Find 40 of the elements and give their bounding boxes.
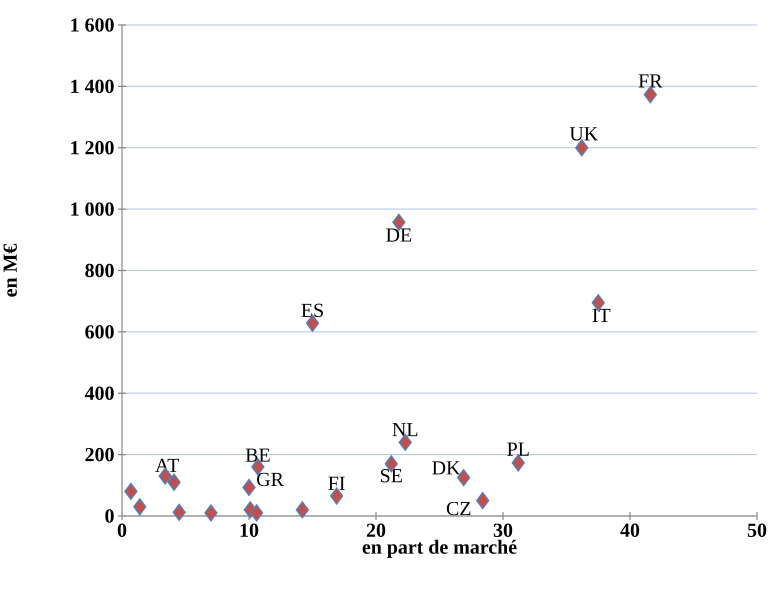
y-tick-label: 200	[85, 448, 114, 462]
y-tick-label: 0	[105, 509, 114, 523]
y-tick-label: 1 000	[71, 202, 114, 216]
x-tick-label: 0	[118, 524, 126, 537]
y-tick-label: 800	[85, 264, 114, 278]
annotation: PL	[507, 442, 529, 456]
point	[124, 482, 138, 500]
annotation: IT	[592, 308, 610, 322]
annotation: GR	[257, 472, 284, 486]
point	[204, 504, 218, 522]
point	[476, 492, 490, 510]
annotation: UK	[570, 127, 598, 141]
annotation: ES	[301, 304, 323, 318]
y-tick-label: 1 200	[71, 141, 114, 154]
annotation: DE	[386, 228, 412, 242]
annotation: CZ	[446, 502, 470, 516]
x-tick-label: 50	[748, 524, 766, 537]
annotation: FI	[328, 476, 345, 490]
y-tick-label: 600	[85, 325, 114, 339]
x-tick-label: 40	[620, 524, 640, 537]
annotation: FR	[638, 74, 662, 88]
annotation: DK	[432, 461, 460, 474]
point	[296, 501, 309, 518]
x-tick-label: 10	[240, 524, 258, 537]
annotation: BE	[246, 448, 270, 462]
point	[172, 504, 186, 521]
point	[250, 504, 264, 522]
annotation: NL	[392, 423, 418, 436]
y-tick-label: 400	[84, 386, 114, 400]
x-axis-title: en part de marché	[362, 540, 517, 558]
point	[242, 478, 256, 496]
annotation: SE	[380, 469, 402, 482]
point	[575, 139, 588, 156]
point	[133, 498, 146, 516]
point	[167, 474, 181, 491]
y-tick-label: 1 600	[71, 18, 114, 32]
x-tick-label: 30	[494, 524, 512, 537]
x-tick-label: 20	[366, 524, 386, 537]
y-axis-title: en M€	[4, 244, 17, 297]
y-tick-label: 1 400	[71, 80, 114, 94]
